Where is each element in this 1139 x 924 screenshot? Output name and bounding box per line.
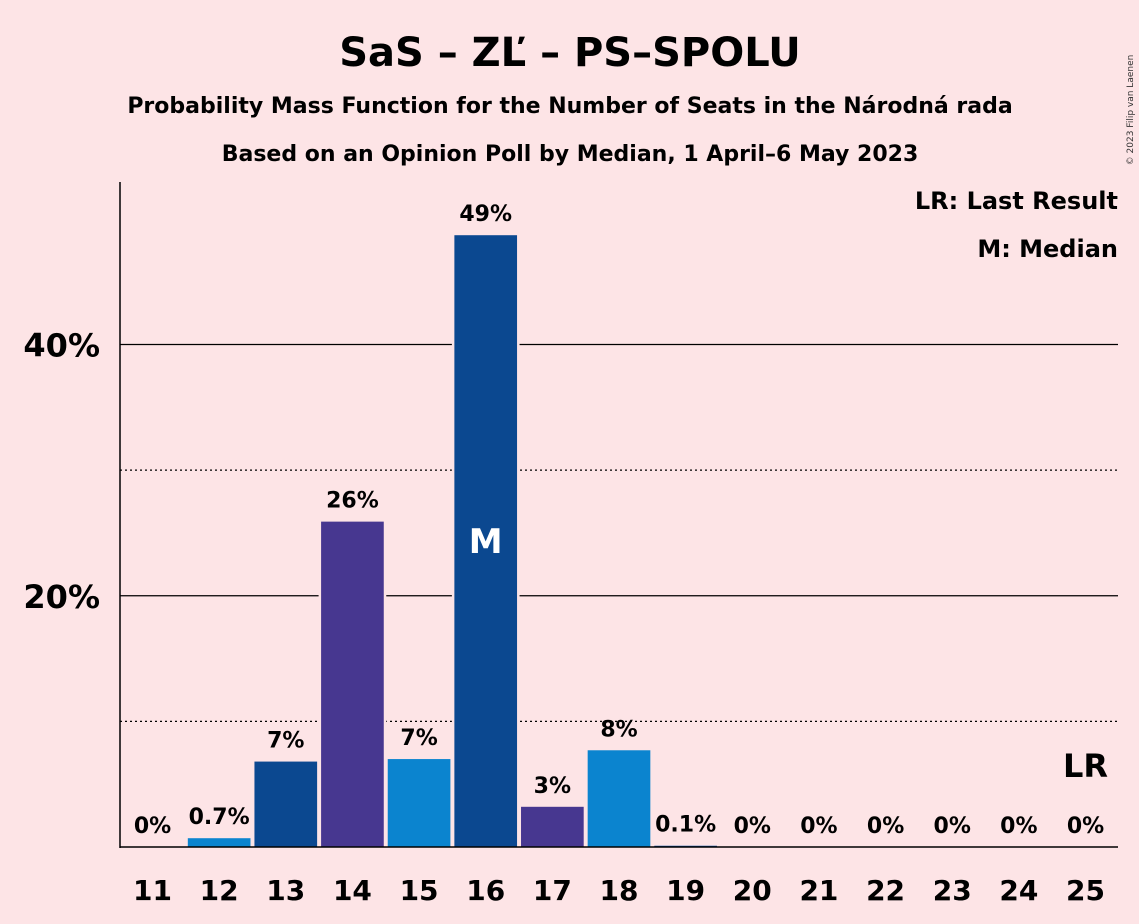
bar-15 xyxy=(387,759,451,847)
x-tick-20: 20 xyxy=(733,874,772,907)
copyright-note: © 2023 Filip van Laenen xyxy=(1126,55,1136,166)
bar-18 xyxy=(587,750,651,847)
legend-median: M: Median xyxy=(977,235,1118,263)
x-tick-22: 22 xyxy=(866,874,905,907)
data-label-14: 26% xyxy=(326,489,379,514)
data-label-22: 0% xyxy=(867,814,904,839)
bar-12 xyxy=(187,838,251,847)
x-tick-19: 19 xyxy=(666,874,705,907)
x-tick-12: 12 xyxy=(200,874,239,907)
x-tick-15: 15 xyxy=(400,874,439,907)
data-label-25: 0% xyxy=(1067,814,1104,839)
data-label-13: 7% xyxy=(267,729,304,754)
data-label-21: 0% xyxy=(800,814,837,839)
gridlines xyxy=(120,343,1118,722)
x-tick-17: 17 xyxy=(533,874,572,907)
bar-14 xyxy=(321,521,384,847)
bar-gap xyxy=(651,843,720,847)
data-label-12: 0.7% xyxy=(189,805,250,830)
x-tick-11: 11 xyxy=(133,874,172,907)
x-tick-23: 23 xyxy=(933,874,972,907)
x-tick-24: 24 xyxy=(999,874,1038,907)
data-label-24: 0% xyxy=(1000,814,1037,839)
y-tick-label: 20% xyxy=(23,578,100,616)
data-label-17: 3% xyxy=(534,774,571,799)
x-tick-14: 14 xyxy=(333,874,372,907)
x-tick-18: 18 xyxy=(600,874,639,907)
axes: 20% 40% 11 12 13 14 15 16 17 18 19 20 21 22 23 24 25 xyxy=(23,182,1118,907)
y-tick-label: 40% xyxy=(23,327,100,365)
legend-last-result: LR: Last Result xyxy=(915,187,1118,215)
x-tick-16: 16 xyxy=(466,874,505,907)
x-tick-25: 25 xyxy=(1066,874,1105,907)
chart-subtitle: Probability Mass Function for the Number… xyxy=(127,94,1012,119)
bar-16 xyxy=(454,235,518,848)
bar-17 xyxy=(521,806,584,847)
bar-13 xyxy=(254,761,318,847)
chart-subtitle-poll: Based on an Opinion Poll by Median, 1 Ap… xyxy=(222,142,919,167)
data-label-20: 0% xyxy=(734,814,771,839)
bars xyxy=(185,233,720,848)
data-label-11: 0% xyxy=(134,814,171,839)
data-label-23: 0% xyxy=(934,814,971,839)
x-tick-21: 21 xyxy=(799,874,838,907)
x-tick-13: 13 xyxy=(266,874,305,907)
data-label-18: 8% xyxy=(600,717,637,742)
chart-title: SaS – ZĽ – PS–SPOLU xyxy=(339,30,801,76)
last-result-marker: LR xyxy=(1063,747,1108,785)
data-label-19: 0.1% xyxy=(655,813,716,838)
data-labels: 0% 0.7% 7% 26% 7% 49% M 3% 8% 0.1% 0% 0% 0% 0% 0% 0% LR xyxy=(134,202,1108,839)
data-label-16: 49% xyxy=(459,202,512,227)
median-marker: M xyxy=(469,522,503,562)
data-label-15: 7% xyxy=(400,726,437,751)
